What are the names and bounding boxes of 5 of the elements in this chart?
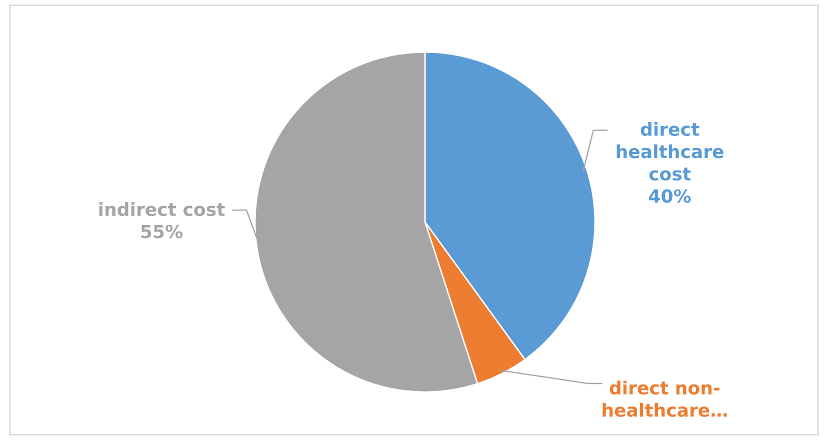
data-label: 55%: [141, 224, 183, 238]
slice-label: indirect cost: [99, 202, 225, 216]
data-label: 40%: [649, 189, 691, 203]
slice-label: direct non- healthcare…: [602, 380, 727, 417]
slice-label: direct healthcare cost: [616, 122, 724, 181]
